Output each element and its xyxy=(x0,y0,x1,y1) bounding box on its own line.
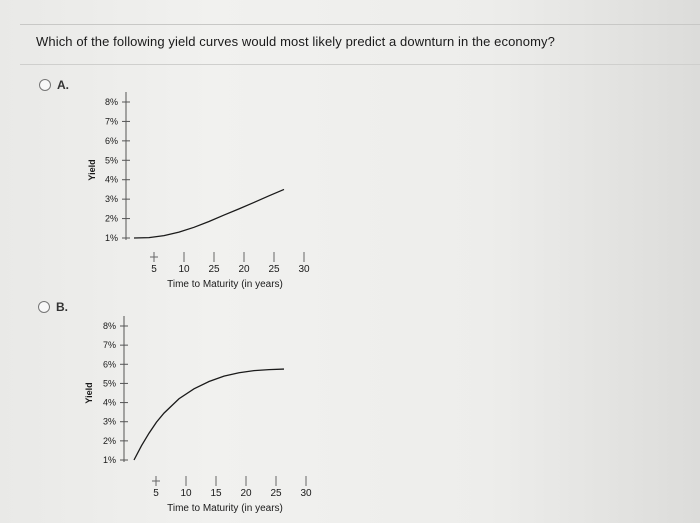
y-tick-label: 1% xyxy=(103,455,116,465)
divider xyxy=(20,64,700,65)
x-tick-label: 30 xyxy=(298,264,310,275)
x-tick-label: 25 xyxy=(208,264,220,275)
yield-curve-line xyxy=(133,188,285,239)
radio-button[interactable] xyxy=(38,301,50,313)
radio-button[interactable] xyxy=(39,79,51,91)
x-tick-label: 25 xyxy=(270,488,282,499)
y-tick-label: 2% xyxy=(105,214,118,224)
x-tick-label: 20 xyxy=(238,264,250,275)
y-tick-label: 5% xyxy=(105,155,118,165)
divider xyxy=(20,24,700,25)
y-tick-label: 3% xyxy=(105,194,118,204)
y-tick-label: 2% xyxy=(103,436,116,446)
option-label: A. xyxy=(57,78,69,92)
x-tick-label: 15 xyxy=(210,488,222,499)
yield-curve-line xyxy=(133,368,285,461)
option-label: B. xyxy=(56,300,68,314)
option-b[interactable]: B. xyxy=(38,300,68,314)
y-axis-label: Yield xyxy=(84,382,94,403)
y-tick-label: 4% xyxy=(105,175,118,185)
x-tick-label: 30 xyxy=(300,488,312,499)
x-tick-label: 5 xyxy=(153,488,159,499)
x-tick-label: 10 xyxy=(178,264,190,275)
x-tick-label: 5 xyxy=(151,264,157,275)
y-axis-label: Yield xyxy=(87,159,97,180)
question-text: Which of the following yield curves woul… xyxy=(36,34,555,49)
x-tick-label: 10 xyxy=(180,488,192,499)
x-tick-label: 25 xyxy=(268,264,280,275)
x-axis-label: Time to Maturity (in years) xyxy=(167,279,283,290)
y-tick-label: 1% xyxy=(105,233,118,243)
y-tick-label: 8% xyxy=(103,321,116,331)
y-tick-label: 3% xyxy=(103,417,116,427)
x-tick-label: 20 xyxy=(240,488,252,499)
y-tick-label: 7% xyxy=(105,116,118,126)
option-a[interactable]: A. xyxy=(39,78,69,92)
y-tick-label: 7% xyxy=(103,340,116,350)
y-tick-label: 6% xyxy=(105,136,118,146)
y-tick-label: 5% xyxy=(103,378,116,388)
y-tick-label: 8% xyxy=(105,97,118,107)
y-tick-label: 6% xyxy=(103,359,116,369)
y-tick-label: 4% xyxy=(103,398,116,408)
x-axis-label: Time to Maturity (in years) xyxy=(167,503,283,514)
